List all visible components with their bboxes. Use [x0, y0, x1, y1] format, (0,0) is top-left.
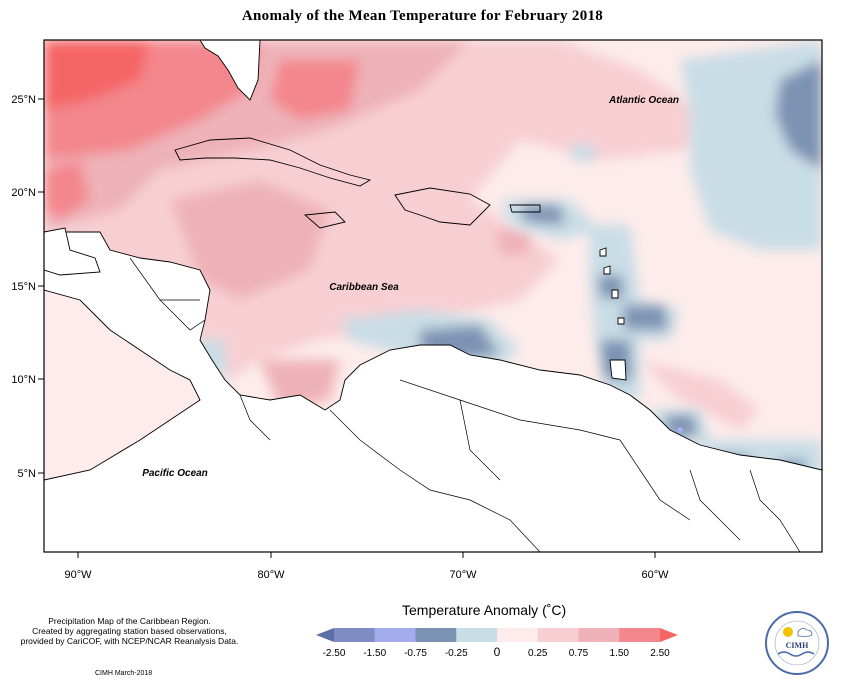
atlantic-ocean-label: Atlantic Ocean: [608, 95, 679, 106]
colorbar: -2.50 -1.50 -0.75 -0.25 0 0.25 0.75 1.50 2.50: [316, 628, 678, 659]
lat-tick-25n: 25°N: [11, 94, 36, 106]
colorbar-tick-label: -0.75: [404, 648, 427, 659]
credit-footer: CIMH March-2018: [95, 670, 153, 677]
lat-axis: 25°N 20°N 15°N 10°N 5°N: [11, 94, 44, 480]
lon-axis: 90°W 80°W 70°W 60°W: [64, 552, 669, 581]
colorbar-tick-label: -0.25: [445, 648, 468, 659]
colorbar-segment: [537, 628, 579, 642]
colorbar-segment: [334, 628, 376, 642]
colorbar-segment: [497, 628, 539, 642]
wave-icon: [777, 651, 815, 657]
land-masses: [44, 40, 822, 552]
colorbar-tick-label: 0: [494, 645, 501, 659]
country-borders: [129, 257, 801, 552]
lon-tick-60w: 60°W: [641, 569, 669, 581]
colorbar-tick-label: 2.50: [650, 648, 670, 659]
colorbar-segment: [578, 628, 620, 642]
lat-tick-10n: 10°N: [11, 374, 36, 386]
lat-tick-5n: 5°N: [18, 468, 37, 480]
colorbar-tick-label: -2.50: [323, 648, 346, 659]
colorbar-segment: [619, 628, 661, 642]
credit-line: Created by aggregating station based obs…: [32, 626, 227, 636]
pacific-ocean-label: Pacific Ocean: [142, 468, 208, 479]
lat-tick-20n: 20°N: [11, 187, 36, 199]
colorbar-tick-label: -1.50: [363, 648, 386, 659]
credit-line: Precipitation Map of the Caribbean Regio…: [48, 616, 211, 626]
map-title: Anomaly of the Mean Temperature for Febr…: [241, 8, 604, 24]
anomaly-field: [44, 40, 822, 552]
colorbar-tick-label: 0.75: [569, 648, 589, 659]
lon-tick-90w: 90°W: [64, 569, 92, 581]
legend-title: Temperature Anomaly (˚C): [402, 602, 567, 618]
map-frame: [43, 39, 823, 553]
colorbar-tick-label: 0.25: [528, 648, 548, 659]
colorbar-tick-label: 1.50: [610, 648, 630, 659]
lon-tick-80w: 80°W: [257, 569, 285, 581]
lat-tick-15n: 15°N: [11, 281, 36, 293]
logo-text: CIMH: [786, 641, 809, 650]
cloud-icon: [797, 628, 813, 637]
colorbar-arrow-low: [316, 628, 334, 642]
colorbar-segment: [374, 628, 416, 642]
credit-line: provided by CariCOF, with NCEP/NCAR Rean…: [20, 636, 239, 646]
colorbar-segment: [456, 628, 498, 642]
credit-text: Precipitation Map of the Caribbean Regio…: [12, 616, 247, 646]
caribbean-sea-label: Caribbean Sea: [329, 282, 399, 293]
lon-tick-70w: 70°W: [449, 569, 477, 581]
colorbar-arrow-high: [660, 628, 678, 642]
colorbar-segment: [415, 628, 457, 642]
cimh-logo: CIMH: [765, 611, 829, 675]
sun-icon: [783, 627, 793, 637]
